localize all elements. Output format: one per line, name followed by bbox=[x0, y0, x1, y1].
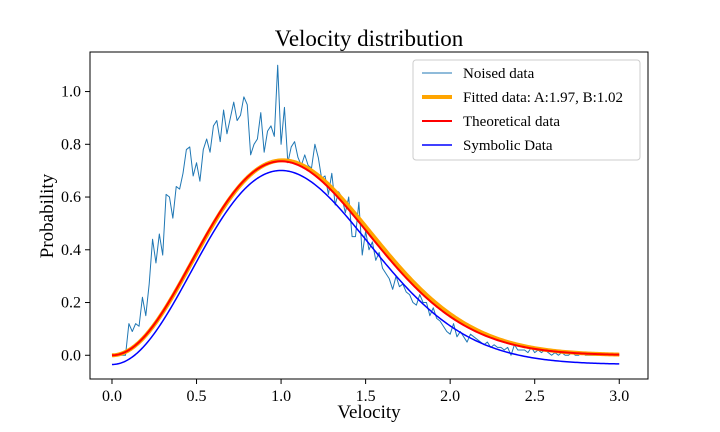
y-tick-label: 1.0 bbox=[61, 84, 81, 101]
plot-frame bbox=[89, 51, 649, 380]
x-tick-label: 0.0 bbox=[102, 388, 122, 405]
plot-area: 0.0 0.5 1.0 1.5 2.0 2.5 3.0 0.0 0.2 0.4 0.6 0.8 1.0 bbox=[61, 51, 649, 405]
series-line-symbolic-data bbox=[111, 169, 620, 366]
axis-ticks: 0.0 0.5 1.0 1.5 2.0 2.5 3.0 0.0 0.2 0.4 0.6 0.8 1.0 bbox=[61, 84, 629, 405]
y-tick-label: 0.2 bbox=[61, 295, 81, 312]
series-line-fitted-data bbox=[111, 158, 620, 358]
legend-frame bbox=[412, 59, 641, 161]
x-axis-title: Velocity bbox=[337, 402, 401, 423]
series-line-theoretical-data bbox=[111, 160, 620, 357]
series-group bbox=[111, 64, 620, 366]
x-tick-label: 1.5 bbox=[356, 388, 376, 405]
y-tick-label: 0.6 bbox=[61, 189, 81, 206]
x-tick-label: 1.0 bbox=[271, 388, 291, 405]
legend-label-symbolic: Symbolic Data bbox=[463, 138, 553, 154]
legend: Noised data Fitted data: A:1.97, B:1.02 … bbox=[412, 59, 641, 161]
y-axis-title: Probability bbox=[37, 173, 58, 258]
legend-label-theoretical: Theoretical data bbox=[463, 114, 560, 130]
y-tick-label: 0.4 bbox=[61, 242, 81, 259]
x-tick-label: 0.5 bbox=[187, 388, 207, 405]
x-tick-label: 2.5 bbox=[525, 388, 545, 405]
x-tick-label: 2.0 bbox=[440, 388, 460, 405]
chart-title: Velocity distribution bbox=[275, 26, 464, 51]
y-tick-label: 0.8 bbox=[61, 136, 81, 153]
legend-label-fitted: Fitted data: A:1.97, B:1.02 bbox=[463, 90, 623, 106]
x-tick-label: 3.0 bbox=[609, 388, 629, 405]
y-tick-label: 0.0 bbox=[61, 347, 81, 364]
legend-label-noised: Noised data bbox=[463, 66, 535, 82]
